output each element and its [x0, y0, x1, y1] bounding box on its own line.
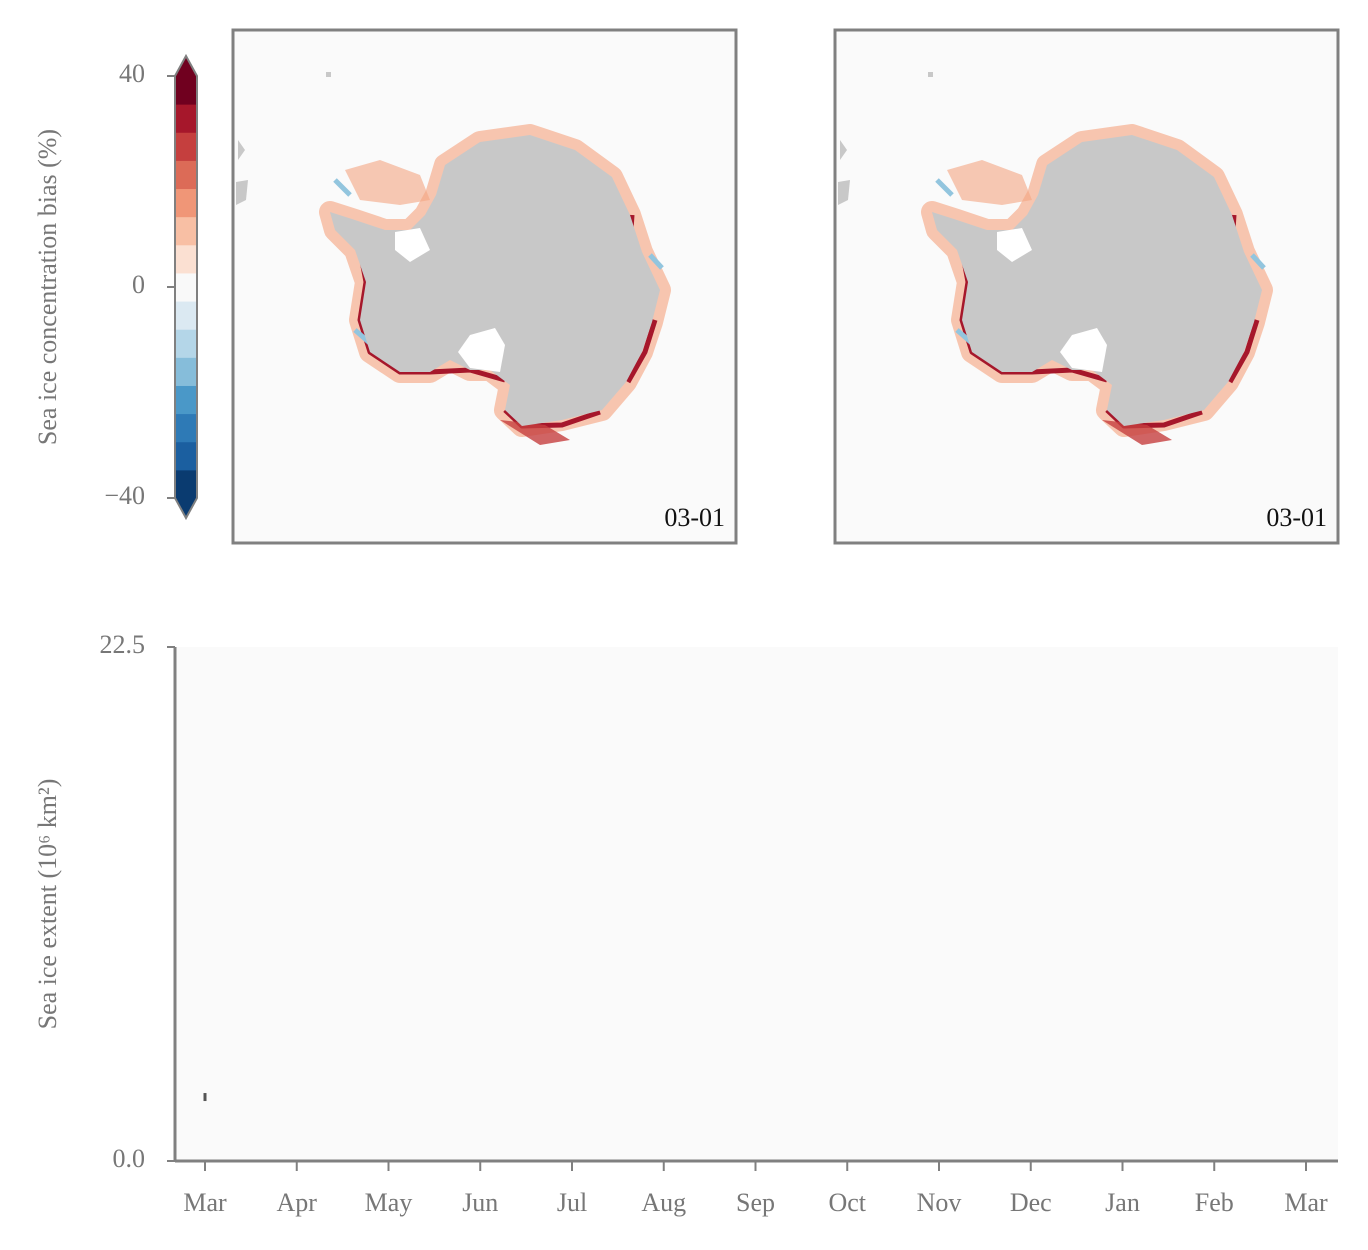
x-tick-label: Jun [462, 1188, 498, 1217]
x-tick-label: Oct [828, 1188, 866, 1217]
x-tick-label: Apr [277, 1188, 318, 1217]
colorbar-segment [175, 441, 197, 471]
colorbar-extend [175, 56, 197, 76]
map-panel [233, 30, 736, 543]
y-tick-label: 40 [119, 59, 145, 88]
colorbar-title: Sea ice concentration bias (%) [33, 129, 62, 445]
x-tick-label: Mar [183, 1188, 227, 1217]
x-tick-label: Aug [641, 1188, 686, 1217]
colorbar-segment [175, 132, 197, 161]
colorbar-segment [175, 385, 197, 415]
x-tick-label: Mar [1284, 1188, 1328, 1217]
map-label: 03-01 [1266, 503, 1327, 532]
y-axis-label: Sea ice extent (10⁶ km²) [33, 779, 62, 1030]
x-tick-label: Sep [736, 1188, 775, 1217]
x-tick-label: Nov [917, 1188, 962, 1217]
plot-area [175, 647, 1338, 1161]
colorbar-segment [175, 104, 197, 133]
x-tick-label: May [365, 1188, 413, 1217]
map-panel [835, 30, 1338, 543]
x-tick-label: Feb [1195, 1188, 1234, 1217]
colorbar-segment [175, 188, 197, 218]
x-tick-label: Jul [557, 1188, 587, 1217]
colorbar-segment [175, 160, 197, 190]
map-label: 03-01 [664, 503, 725, 532]
x-tick-label: Dec [1010, 1188, 1052, 1217]
y-tick-label: 22.5 [100, 630, 146, 659]
colorbar-segment [175, 413, 197, 443]
colorbar-segment [175, 272, 197, 302]
colorbar-segment [175, 329, 197, 358]
colorbar-segment [175, 469, 197, 499]
y-tick-label: 0 [132, 270, 145, 299]
x-tick-label: Jan [1105, 1188, 1140, 1217]
y-tick-label: 0.0 [113, 1144, 146, 1173]
colorbar-extend [175, 498, 197, 518]
colorbar-segment [175, 301, 197, 330]
colorbar-segment [175, 216, 197, 246]
y-tick-label: −40 [104, 481, 145, 510]
colorbar-segment [175, 357, 197, 386]
colorbar-segment [175, 76, 197, 105]
point [203, 1093, 207, 1102]
colorbar-segment [175, 244, 197, 274]
